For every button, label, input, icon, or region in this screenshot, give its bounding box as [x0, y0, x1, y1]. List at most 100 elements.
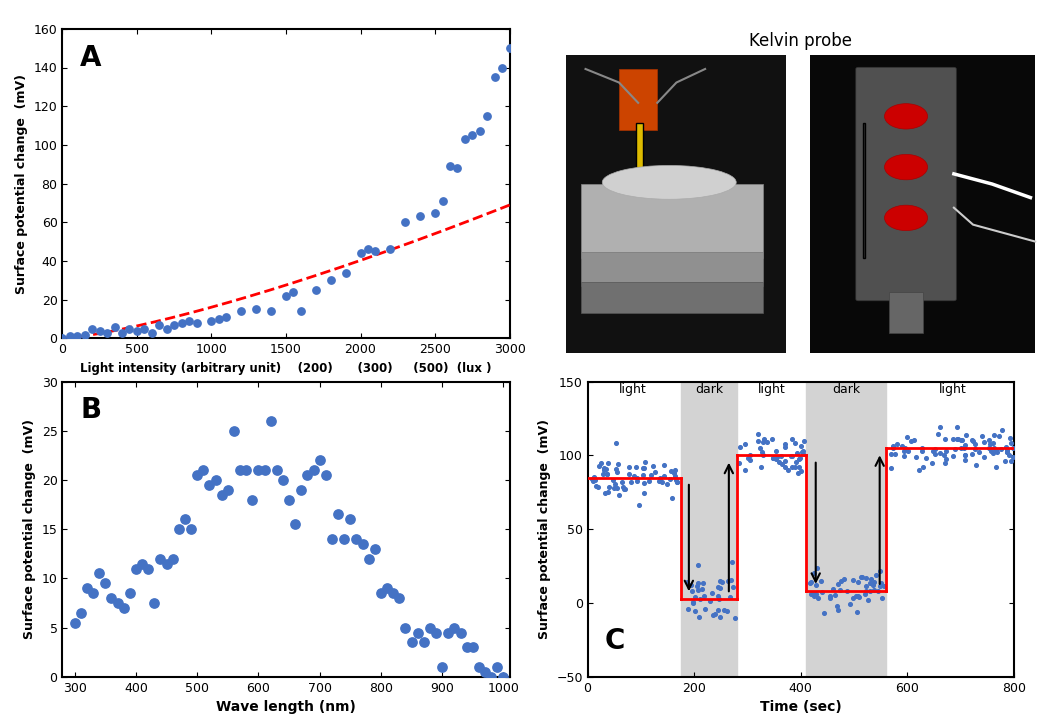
Point	[814, 586, 831, 598]
Point	[609, 482, 626, 494]
Point	[654, 476, 671, 487]
Point	[607, 479, 624, 490]
Point	[927, 448, 943, 459]
Point	[783, 450, 800, 462]
Point	[152, 553, 168, 564]
Point	[478, 110, 495, 122]
Point	[792, 453, 809, 464]
Point	[616, 483, 632, 495]
Point	[459, 642, 475, 653]
Point	[311, 454, 328, 466]
Point	[146, 598, 162, 609]
Point	[647, 466, 664, 477]
Point	[806, 590, 823, 601]
Point	[956, 449, 972, 461]
Point	[635, 487, 652, 499]
FancyBboxPatch shape	[635, 123, 643, 184]
Point	[596, 462, 613, 474]
Point	[953, 442, 969, 454]
Point	[771, 456, 787, 468]
Point	[434, 195, 450, 207]
Point	[109, 598, 126, 609]
Point	[158, 558, 175, 570]
Point	[977, 436, 993, 448]
Text: dark: dark	[695, 384, 723, 397]
Point	[808, 562, 825, 573]
Point	[794, 446, 810, 458]
Point	[787, 438, 804, 449]
Point	[67, 617, 83, 629]
Point	[791, 461, 808, 472]
Point	[736, 438, 753, 449]
Point	[998, 446, 1015, 458]
Point	[683, 585, 700, 597]
Point	[896, 446, 913, 457]
Point	[822, 590, 838, 602]
Point	[703, 588, 720, 599]
Point	[865, 580, 882, 591]
Point	[788, 456, 805, 467]
Point	[285, 286, 302, 298]
Y-axis label: Surface potential change  (mV): Surface potential change (mV)	[23, 419, 36, 639]
Point	[802, 577, 818, 588]
Point	[985, 437, 1002, 449]
Point	[722, 592, 738, 603]
Point	[256, 464, 272, 476]
Point	[989, 446, 1006, 458]
Point	[501, 42, 518, 54]
Point	[427, 626, 444, 639]
Point	[129, 325, 146, 336]
Point	[605, 474, 622, 486]
Point	[183, 523, 200, 535]
FancyBboxPatch shape	[619, 69, 657, 130]
Point	[656, 459, 673, 471]
Point	[598, 463, 615, 474]
Point	[986, 442, 1003, 454]
FancyBboxPatch shape	[863, 123, 865, 258]
Point	[983, 445, 999, 456]
Point	[936, 458, 953, 469]
Point	[885, 442, 902, 454]
Point	[634, 462, 651, 474]
Point	[664, 492, 680, 504]
Point	[661, 474, 678, 485]
Point	[697, 603, 713, 615]
Point	[106, 321, 123, 333]
Point	[218, 311, 235, 323]
FancyBboxPatch shape	[580, 252, 762, 286]
Point	[607, 464, 624, 475]
Point	[250, 464, 266, 476]
Point	[967, 444, 984, 455]
Point	[128, 563, 145, 575]
Point	[233, 305, 250, 317]
Point	[932, 447, 948, 459]
Point	[988, 462, 1005, 473]
Point	[181, 315, 198, 327]
Point	[487, 71, 503, 83]
Point	[471, 661, 488, 672]
Point	[219, 484, 236, 495]
Ellipse shape	[884, 205, 928, 230]
Point	[342, 513, 359, 525]
Point	[322, 274, 339, 286]
Point	[92, 325, 108, 336]
Point	[348, 534, 365, 545]
Point	[716, 604, 732, 616]
Point	[724, 557, 740, 568]
Point	[442, 161, 459, 172]
Point	[957, 439, 973, 451]
Point	[1005, 442, 1021, 454]
FancyBboxPatch shape	[580, 282, 762, 312]
Point	[936, 433, 953, 445]
Point	[756, 433, 773, 445]
Text: light: light	[619, 384, 647, 397]
Point	[751, 442, 768, 454]
Point	[337, 267, 354, 279]
Point	[918, 452, 935, 464]
Point	[610, 489, 627, 500]
Point	[158, 323, 175, 335]
Point	[736, 464, 753, 476]
Point	[121, 323, 137, 335]
Point	[166, 319, 183, 330]
Point	[844, 575, 861, 586]
